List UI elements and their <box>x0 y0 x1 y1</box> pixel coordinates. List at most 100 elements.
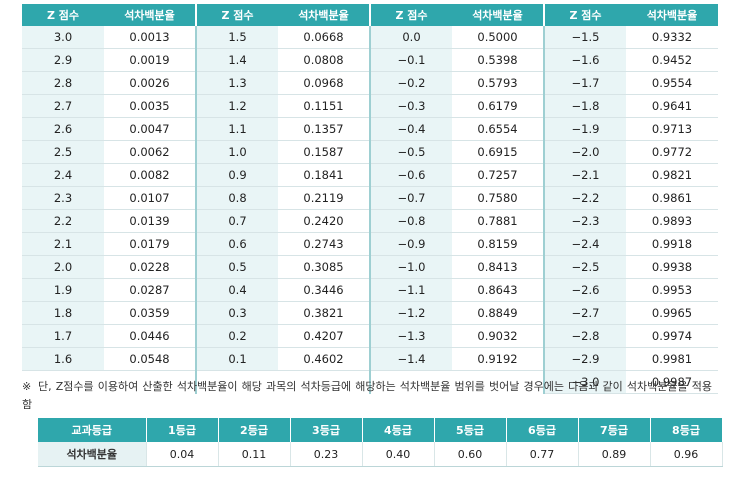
grade-value-6: 0.77 <box>506 442 579 467</box>
percentile-cell: 0.7580 <box>452 186 545 210</box>
z-score-cell: −0.1 <box>370 48 452 72</box>
z-table-body: 3.0 0.0013 1.5 0.0668 0.0 0.5000 −1.5 0.9332 2.9… <box>22 26 718 394</box>
percentile-cell: 0.9981 <box>626 347 718 371</box>
percentile-cell: 0.0062 <box>104 140 197 164</box>
percentile-cell: 0.1841 <box>278 163 371 187</box>
percentile-cell: 0.0082 <box>104 163 197 187</box>
z-score-cell: 2.4 <box>22 163 104 187</box>
percentile-cell: 0.0035 <box>104 94 197 118</box>
z-score-cell: 2.3 <box>22 186 104 210</box>
table-row: 2.1 0.0179 0.6 0.2743 −0.9 0.8159 −2.4 0.9918 <box>22 232 718 256</box>
z-score-cell: 2.5 <box>22 140 104 164</box>
z-score-cell: 3.0 <box>22 26 104 49</box>
percentile-cell: 0.9918 <box>626 232 718 256</box>
z-score-cell: −1.8 <box>544 94 626 118</box>
z-score-cell: 2.8 <box>22 71 104 95</box>
z-score-cell: −3.0 <box>544 370 626 394</box>
table-row: 2.6 0.0047 1.1 0.1357 −0.4 0.6554 −1.9 0.9713 <box>22 117 718 141</box>
z-score-cell: −1.7 <box>544 71 626 95</box>
z-score-cell: 0.0 <box>370 26 452 49</box>
z-score-cell: −0.2 <box>370 71 452 95</box>
grade-header-8: 8등급 <box>650 418 723 442</box>
percentile-cell: 0.9893 <box>626 209 718 233</box>
percentile-header: 석차백분율 <box>278 4 371 26</box>
percentile-cell: 0.9953 <box>626 278 718 302</box>
z-score-cell: 0.3 <box>196 301 278 325</box>
table-row: 2.3 0.0107 0.8 0.2119 −0.7 0.7580 −2.2 0.9861 <box>22 186 718 210</box>
percentile-header: 석차백분율 <box>452 4 545 26</box>
z-score-cell: 1.6 <box>22 347 104 371</box>
grade-value-row: 석차백분율 0.04 0.11 0.23 0.40 0.60 0.77 0.89 0.96 <box>38 442 723 467</box>
grade-header-4: 4등급 <box>362 418 435 442</box>
percentile-cell: 0.2119 <box>278 186 371 210</box>
footnote-text: 단, Z점수를 이용하여 산출한 석차백분율이 해당 과목의 석차등급에 해당하… <box>22 380 712 411</box>
z-score-table: Z 점수 석차백분율 Z 점수 석차백분율 Z 점수 석차백분율 Z 점수 석차백분율 3.0… <box>22 4 718 394</box>
percentile-cell: 0.5000 <box>452 26 545 49</box>
percentile-cell: 0.0013 <box>104 26 197 49</box>
percentile-cell: 0.0446 <box>104 324 197 348</box>
percentile-cell <box>278 370 371 394</box>
percentile-cell: 0.9974 <box>626 324 718 348</box>
percentile-cell: 0.0179 <box>104 232 197 256</box>
z-score-cell: −0.5 <box>370 140 452 164</box>
grade-row-label: 석차백분율 <box>38 442 147 467</box>
grade-header-6: 6등급 <box>506 418 579 442</box>
percentile-cell: 0.8159 <box>452 232 545 256</box>
grade-value-4: 0.40 <box>362 442 435 467</box>
percentile-cell: 0.1587 <box>278 140 371 164</box>
table-row: 1.8 0.0359 0.3 0.3821 −1.2 0.8849 −2.7 0.9965 <box>22 301 718 325</box>
percentile-cell: 0.9772 <box>626 140 718 164</box>
z-score-cell: 2.2 <box>22 209 104 233</box>
percentile-cell: 0.0139 <box>104 209 197 233</box>
percentile-cell: 0.9332 <box>626 26 718 49</box>
z-score-header: Z 점수 <box>544 4 626 26</box>
grade-value-2: 0.11 <box>218 442 291 467</box>
footnote: ※ 단, Z점수를 이용하여 산출한 석차백분율이 해당 과목의 석차등급에 해당… <box>22 378 712 414</box>
z-score-cell: 0.4 <box>196 278 278 302</box>
percentile-cell: 0.9192 <box>452 347 545 371</box>
grade-value-7: 0.89 <box>578 442 651 467</box>
grade-header-2: 2등급 <box>218 418 291 442</box>
percentile-cell: 0.0047 <box>104 117 197 141</box>
z-score-cell: 2.6 <box>22 117 104 141</box>
table-row: −3.0 0.9987 <box>22 370 718 394</box>
percentile-cell: 0.8413 <box>452 255 545 279</box>
z-score-cell: 1.1 <box>196 117 278 141</box>
z-score-cell: 2.0 <box>22 255 104 279</box>
reference-mark: ※ <box>22 380 32 393</box>
table-row: 2.2 0.0139 0.7 0.2420 −0.8 0.7881 −2.3 0.9893 <box>22 209 718 233</box>
table-row: 2.0 0.0228 0.5 0.3085 −1.0 0.8413 −2.5 0.9938 <box>22 255 718 279</box>
z-score-cell: −2.7 <box>544 301 626 325</box>
table-row: 2.7 0.0035 1.2 0.1151 −0.3 0.6179 −1.8 0.9641 <box>22 94 718 118</box>
grade-header-7: 7등급 <box>578 418 651 442</box>
percentile-cell: 0.8643 <box>452 278 545 302</box>
grade-percentile-table: 교과등급 1등급 2등급 3등급 4등급 5등급 6등급 7등급 8등급 석차백분율 0.04… <box>38 418 723 467</box>
z-score-cell <box>22 370 104 394</box>
z-score-cell: −2.0 <box>544 140 626 164</box>
percentile-cell: 0.9713 <box>626 117 718 141</box>
percentile-cell: 0.0359 <box>104 301 197 325</box>
percentile-cell: 0.9032 <box>452 324 545 348</box>
percentile-header: 석차백분율 <box>104 4 197 26</box>
grade-header-1: 1등급 <box>146 418 219 442</box>
grade-header-3: 3등급 <box>290 418 363 442</box>
percentile-cell: 0.7881 <box>452 209 545 233</box>
z-score-cell: 1.5 <box>196 26 278 49</box>
percentile-cell: 0.0808 <box>278 48 371 72</box>
z-score-cell: −2.2 <box>544 186 626 210</box>
z-score-cell: −1.1 <box>370 278 452 302</box>
table-row: 1.9 0.0287 0.4 0.3446 −1.1 0.8643 −2.6 0.9953 <box>22 278 718 302</box>
z-score-cell: 2.9 <box>22 48 104 72</box>
percentile-cell: 0.3446 <box>278 278 371 302</box>
grade-value-8: 0.96 <box>650 442 723 467</box>
table-row: 2.8 0.0026 1.3 0.0968 −0.2 0.5793 −1.7 0.9554 <box>22 71 718 95</box>
table-row: 2.5 0.0062 1.0 0.1587 −0.5 0.6915 −2.0 0.9772 <box>22 140 718 164</box>
percentile-cell: 0.0228 <box>104 255 197 279</box>
z-score-cell: −2.9 <box>544 347 626 371</box>
z-score-cell: −1.0 <box>370 255 452 279</box>
percentile-cell: 0.0968 <box>278 71 371 95</box>
z-score-cell: 1.0 <box>196 140 278 164</box>
z-score-cell: −1.6 <box>544 48 626 72</box>
percentile-cell: 0.0019 <box>104 48 197 72</box>
percentile-cell <box>104 370 197 394</box>
